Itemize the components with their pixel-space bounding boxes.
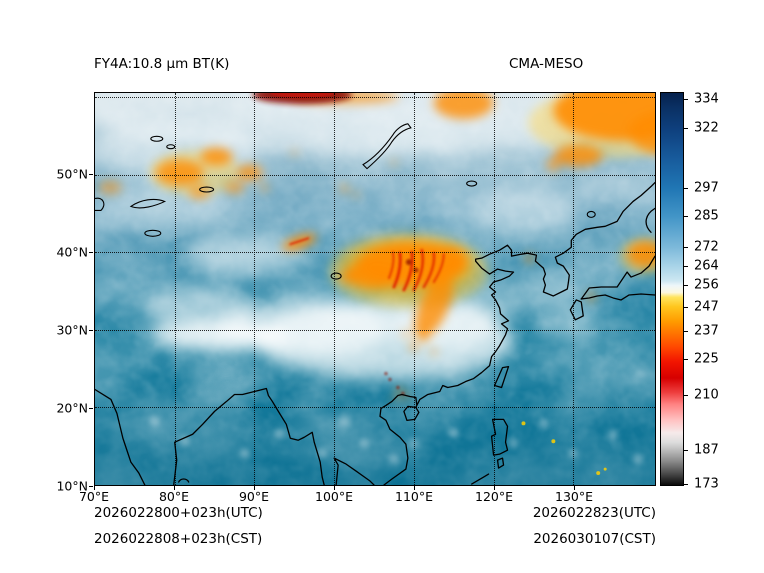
- colorbar-tick: [684, 285, 688, 287]
- plot-title-right: CMA-MESO: [509, 56, 584, 72]
- x-tick: [254, 486, 255, 490]
- plot-title-left: FY4A:10.8 μm BT(K): [94, 56, 230, 72]
- colorbar-tick: [684, 187, 688, 189]
- y-tick: [89, 251, 93, 253]
- y-tick: [89, 173, 93, 175]
- y-axis-labels: 10°N 20°N 30°N 40°N 50°N: [40, 92, 88, 493]
- south-ocean-tint: [95, 381, 655, 485]
- x-tick-label: 70°E: [78, 489, 110, 504]
- colorbar-tick: [684, 216, 688, 218]
- colorbar-tick: [684, 127, 688, 129]
- colorbar-tick-label: 322: [694, 120, 719, 136]
- x-tick-label: 130°E: [554, 489, 594, 504]
- x-tick-label: 80°E: [158, 489, 190, 504]
- init-time-utc: 2026022800+023h(UTC): [94, 505, 263, 521]
- y-tick-label: 40°N: [56, 244, 88, 260]
- x-tick: [414, 486, 415, 490]
- tiny-yellow-cells: [521, 421, 607, 476]
- y-tick-label: 50°N: [56, 166, 88, 182]
- colorbar-tick: [684, 306, 688, 308]
- y-axis-tickmarks: [89, 92, 94, 487]
- y-tick: [89, 329, 93, 331]
- init-time-cst: 2026022808+023h(CST): [94, 531, 263, 547]
- plot-area: [94, 92, 656, 486]
- colorbar-tick-label: 225: [694, 351, 719, 367]
- colorbar-tickmarks: [684, 92, 690, 486]
- colorbar-tick: [684, 266, 688, 268]
- x-tick: [334, 486, 335, 490]
- colorbar-tick: [684, 359, 688, 361]
- x-tick-label: 100°E: [314, 489, 354, 504]
- colorbar-tick-label: 264: [694, 258, 719, 274]
- x-tick: [174, 486, 175, 490]
- y-tick: [89, 486, 93, 487]
- valid-time-utc: 2026022823(UTC): [532, 505, 656, 521]
- x-tick: [94, 486, 95, 490]
- colorbar-tick: [684, 395, 688, 397]
- x-tick: [574, 486, 575, 490]
- y-tick-label: 30°N: [56, 322, 88, 338]
- coastlines: [95, 181, 655, 485]
- colorbar-tick: [684, 483, 688, 485]
- x-axis-labels: 70°E 80°E 90°E 100°E 110°E 120°E 130°E: [79, 489, 656, 505]
- convective-cores: [289, 237, 445, 292]
- colorbar-tick-label: 297: [694, 180, 719, 195]
- colorbar-tick-label: 334: [694, 91, 719, 107]
- x-axis-tickmarks: [94, 486, 656, 491]
- colorbar: [660, 92, 684, 486]
- colorbar-tick-label: 173: [694, 476, 719, 492]
- colorbar-tick: [684, 247, 688, 249]
- map-raster: [95, 93, 655, 485]
- colorbar-tick: [684, 99, 688, 101]
- x-tick: [494, 486, 495, 490]
- x-tick-label: 90°E: [238, 489, 270, 504]
- x-tick-label: 120°E: [474, 489, 514, 504]
- very-cold-band: [252, 93, 353, 104]
- colorbar-tick: [684, 450, 688, 452]
- colorbar-tick-label: 285: [694, 208, 719, 224]
- y-tick: [89, 407, 93, 409]
- colorbar-tick-label: 256: [694, 277, 719, 293]
- valid-time-cst: 2026030107(CST): [533, 531, 656, 547]
- colorbar-tick-label: 237: [694, 323, 719, 339]
- lakes: [95, 123, 596, 280]
- x-tick-label: 110°E: [394, 489, 434, 504]
- y-tick-label: 10°N: [56, 478, 88, 494]
- colorbar-tick-label: 247: [694, 299, 719, 315]
- colorbar-tick: [684, 330, 688, 332]
- y-tick-label: 20°N: [56, 400, 88, 416]
- colorbar-tick-label: 272: [694, 239, 719, 255]
- colorbar-labels: 334 322 297 285 272 264 256 247 237 225 210 187 173: [694, 91, 742, 491]
- colorbar-tick-label: 187: [694, 442, 719, 458]
- colorbar-tick-label: 210: [694, 387, 719, 403]
